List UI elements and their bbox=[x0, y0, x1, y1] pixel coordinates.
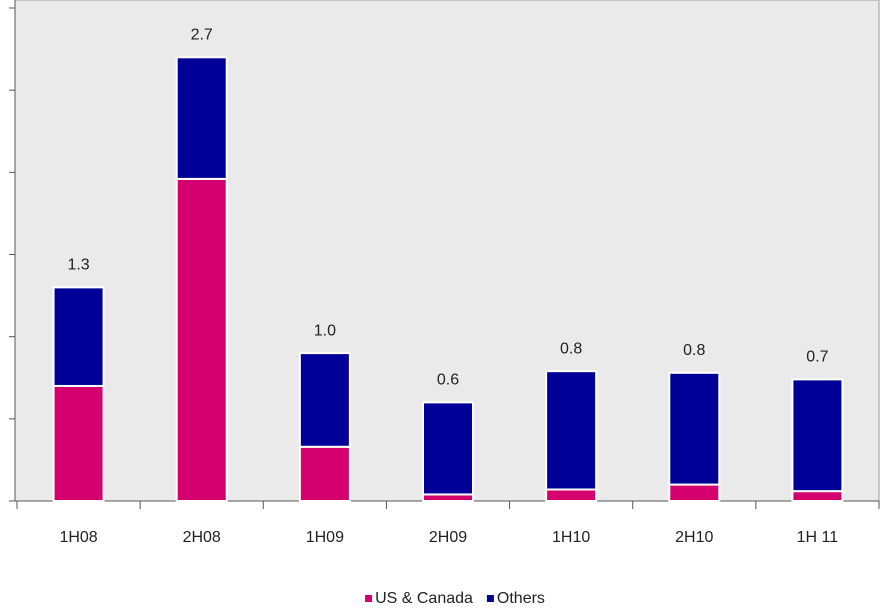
bar-segment bbox=[668, 483, 721, 503]
legend-swatch bbox=[365, 595, 373, 602]
bar-segment bbox=[791, 490, 844, 503]
total-label: 0.8 bbox=[560, 340, 582, 357]
total-label: 2.7 bbox=[191, 27, 213, 44]
total-label: 1.0 bbox=[314, 322, 336, 339]
bar-segment bbox=[668, 371, 721, 486]
bar-segment bbox=[298, 445, 351, 502]
legend-label: Others bbox=[497, 590, 545, 607]
legend-label: US & Canada bbox=[375, 590, 473, 607]
legend: US & Canada Others bbox=[365, 590, 545, 607]
x-tick-label: 2H09 bbox=[429, 529, 467, 546]
bar-segment bbox=[175, 56, 228, 180]
x-tick-label: 1H08 bbox=[59, 529, 97, 546]
x-tick-label: 2H10 bbox=[675, 529, 713, 546]
bar-segment bbox=[175, 177, 228, 502]
bar-segment bbox=[545, 488, 598, 503]
legend-swatch bbox=[486, 595, 494, 602]
bar-segment bbox=[545, 370, 598, 491]
bar-segment bbox=[298, 352, 351, 448]
total-label: 0.6 bbox=[437, 372, 459, 389]
bar-segment bbox=[791, 378, 844, 493]
total-label: 0.8 bbox=[683, 342, 705, 359]
x-tick-label: 1H10 bbox=[552, 529, 590, 546]
x-tick-label: 1H09 bbox=[306, 529, 344, 546]
total-label: 1.3 bbox=[67, 257, 89, 274]
bar-segment bbox=[52, 286, 105, 387]
total-label: 0.7 bbox=[806, 349, 828, 366]
x-tick-label: 2H08 bbox=[183, 529, 221, 546]
bar-segment bbox=[422, 401, 474, 496]
bar-segment bbox=[52, 384, 105, 503]
x-tick-label: 1H 11 bbox=[797, 529, 839, 546]
